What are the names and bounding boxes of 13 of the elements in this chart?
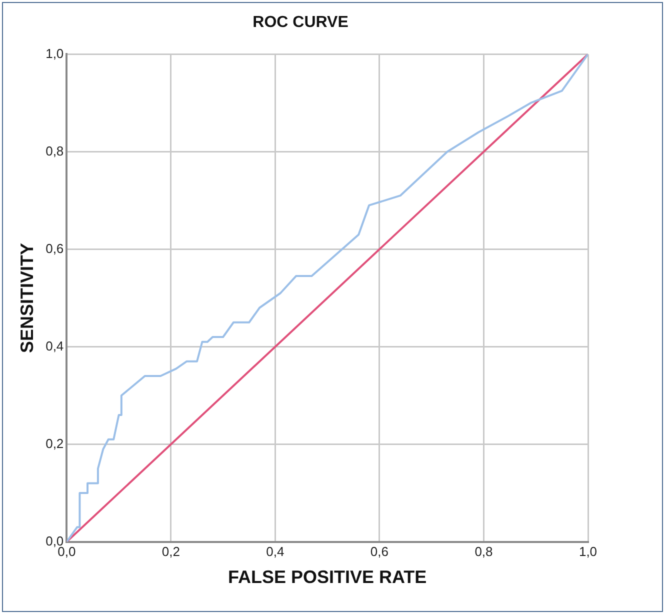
y-tick-label: 0,4 bbox=[46, 338, 64, 354]
y-tick-label: 1,0 bbox=[46, 46, 64, 61]
y-axis-title: SENSITIVITY bbox=[16, 242, 37, 354]
y-tick-label: 0,2 bbox=[46, 436, 64, 451]
x-tick-label: 0,4 bbox=[266, 544, 284, 560]
y-tick-label: 0,6 bbox=[46, 240, 64, 256]
chart-title: ROC CURVE bbox=[252, 14, 349, 32]
y-tick-label: 0,8 bbox=[46, 143, 64, 158]
x-tick-label: 0,2 bbox=[162, 544, 180, 560]
x-tick-label: 0,8 bbox=[474, 544, 493, 560]
x-axis-title: FALSE POSITIVE RATE bbox=[228, 567, 427, 588]
x-tick-label: 1,0 bbox=[578, 544, 598, 560]
x-tick-label: 0,6 bbox=[370, 544, 389, 560]
